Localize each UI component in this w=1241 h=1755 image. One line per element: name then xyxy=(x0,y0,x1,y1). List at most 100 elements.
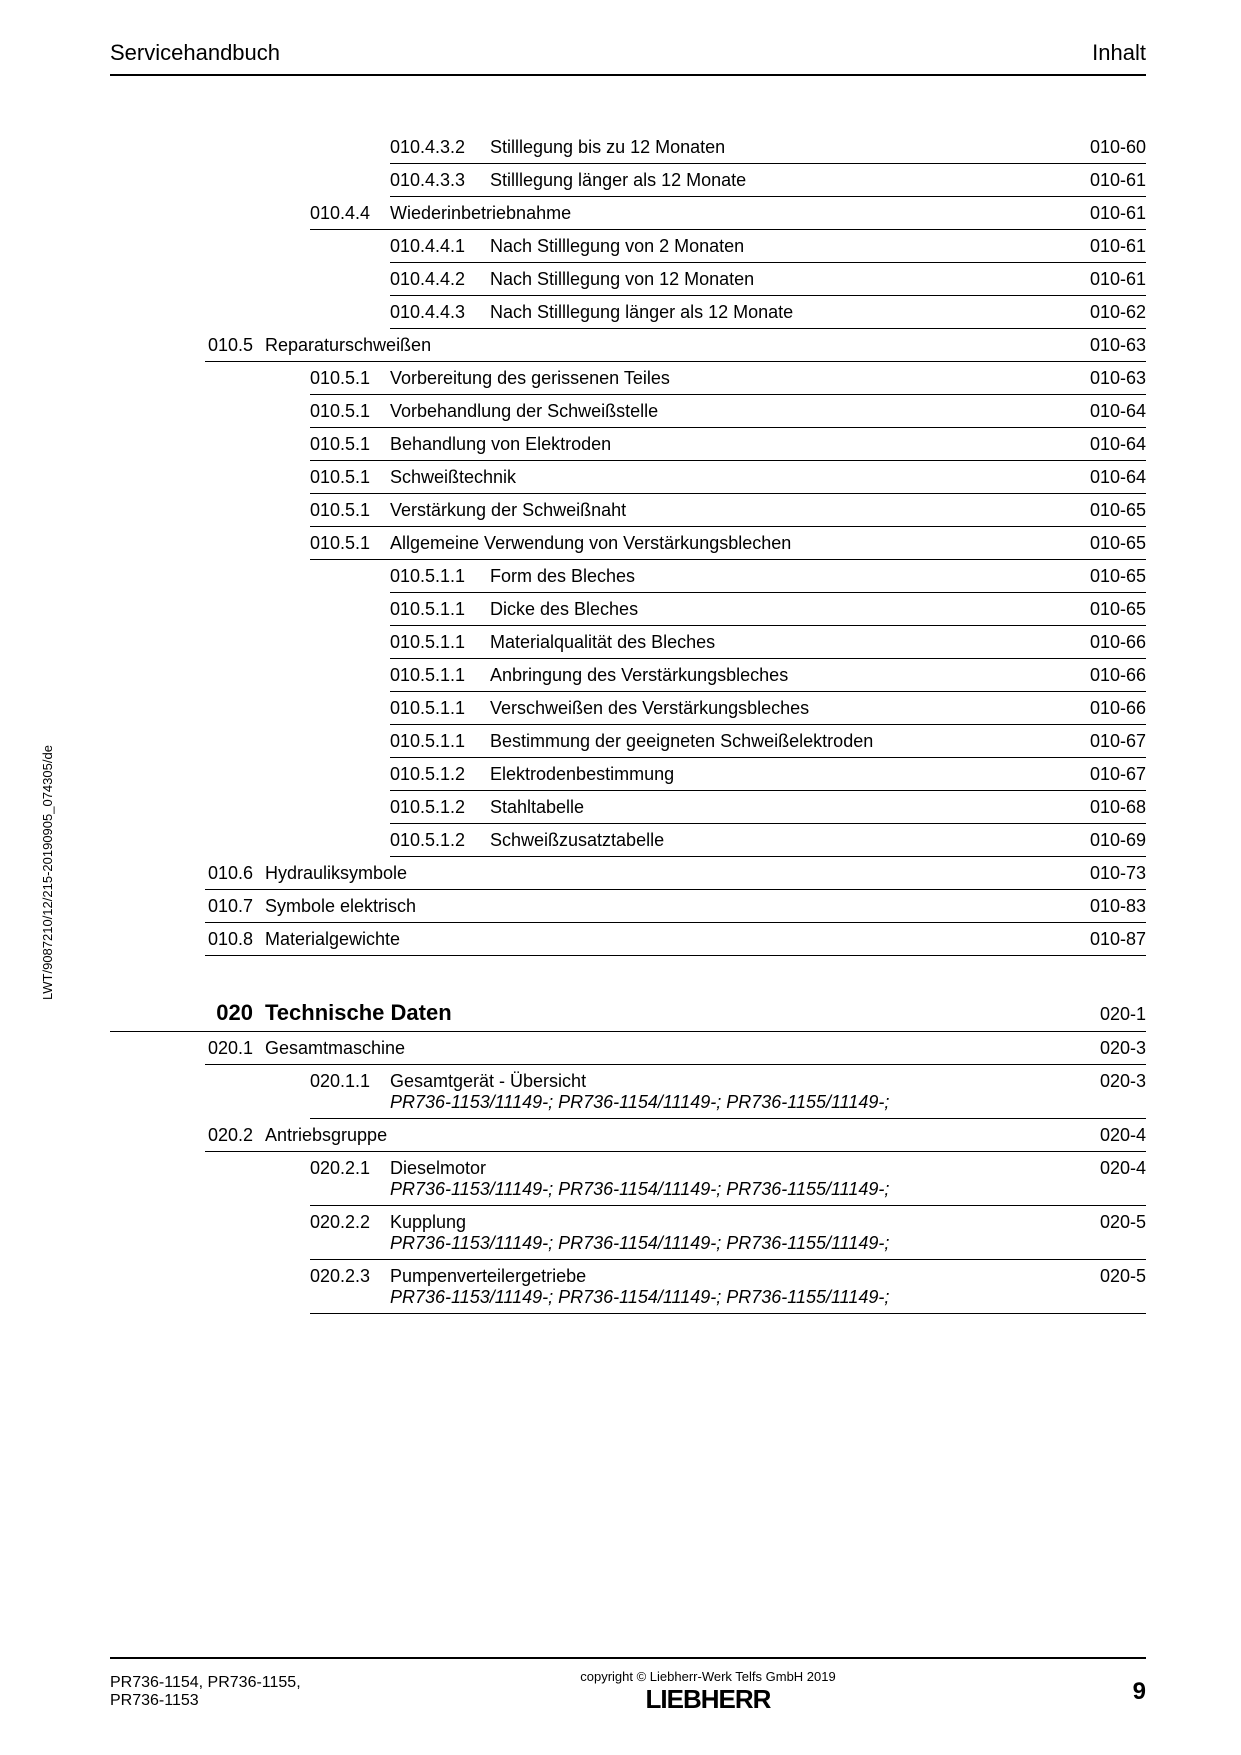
toc-title: Elektrodenbestimmung xyxy=(490,764,1068,785)
toc-row: 010.5.1Schweißtechnik010-64 xyxy=(310,461,1146,494)
toc-page: 010-65 xyxy=(1068,599,1146,620)
toc-code: 010.5.1.1 xyxy=(390,566,490,587)
toc-row: 010.5.1Allgemeine Verwendung von Verstär… xyxy=(310,527,1146,560)
toc-subtitle: PR736-1153/11149-; PR736-1154/11149-; PR… xyxy=(390,1179,1056,1200)
toc-page: 010-63 xyxy=(1068,368,1146,389)
page-header: Servicehandbuch Inhalt xyxy=(110,40,1146,76)
toc-row: 020.1.1Gesamtgerät - ÜbersichtPR736-1153… xyxy=(310,1065,1146,1119)
footer-models: PR736-1154, PR736-1155, PR736-1153 xyxy=(110,1674,330,1710)
toc-row: 020.2Antriebsgruppe020-4 xyxy=(205,1119,1146,1152)
toc-code: 010.4.3.3 xyxy=(390,170,490,191)
toc-code: 010.5.1 xyxy=(310,533,390,554)
toc-title: KupplungPR736-1153/11149-; PR736-1154/11… xyxy=(390,1212,1068,1254)
toc-title: Nach Stilllegung von 2 Monaten xyxy=(490,236,1068,257)
toc-row: 010.5.1.1Materialqualität des Bleches010… xyxy=(390,626,1146,659)
toc-page: 010-65 xyxy=(1068,566,1146,587)
toc-code: 010.5.1.2 xyxy=(390,797,490,818)
toc-page: 020-5 xyxy=(1068,1212,1146,1233)
toc-row: 020.2.2KupplungPR736-1153/11149-; PR736-… xyxy=(310,1206,1146,1260)
toc-title: Materialqualität des Bleches xyxy=(490,632,1068,653)
header-left: Servicehandbuch xyxy=(110,40,280,66)
toc-title: Vorbereitung des gerissenen Teiles xyxy=(390,368,1068,389)
toc-row: 010.4.3.2Stilllegung bis zu 12 Monaten01… xyxy=(390,131,1146,164)
toc-row: 020.1Gesamtmaschine020-3 xyxy=(205,1032,1146,1065)
toc-code: 010.4.4 xyxy=(310,203,390,224)
toc-code: 010.5.1.1 xyxy=(390,665,490,686)
toc-code: 010.5 xyxy=(205,335,265,356)
toc-subtitle: PR736-1153/11149-; PR736-1154/11149-; PR… xyxy=(390,1287,1056,1308)
toc-page: 010-65 xyxy=(1068,533,1146,554)
toc-row: 010.5.1.1Verschweißen des Verstärkungsbl… xyxy=(390,692,1146,725)
toc-row: 010.4.4.3Nach Stilllegung länger als 12 … xyxy=(390,296,1146,329)
toc-code: 010.5.1.1 xyxy=(390,599,490,620)
toc-code: 010.5.1.2 xyxy=(390,764,490,785)
toc-row: 010.5.1.1Form des Bleches010-65 xyxy=(390,560,1146,593)
toc-row: 010.8Materialgewichte010-87 xyxy=(205,923,1146,956)
toc-row: 010.5.1.1Dicke des Bleches010-65 xyxy=(390,593,1146,626)
toc-title: Materialgewichte xyxy=(265,929,1068,950)
toc-title: Verstärkung der Schweißnaht xyxy=(390,500,1068,521)
toc-code: 010.4.4.2 xyxy=(390,269,490,290)
toc-page: 010-61 xyxy=(1068,170,1146,191)
toc-row: 010.4.3.3Stilllegung länger als 12 Monat… xyxy=(390,164,1146,197)
footer-copyright: copyright © Liebherr-Werk Telfs GmbH 201… xyxy=(330,1669,1086,1684)
toc-row: 010.5.1.2Elektrodenbestimmung010-67 xyxy=(390,758,1146,791)
toc-code: 010.5.1 xyxy=(310,401,390,422)
toc-title: Allgemeine Verwendung von Verstärkungsbl… xyxy=(390,533,1068,554)
toc-title: Behandlung von Elektroden xyxy=(390,434,1068,455)
toc-page: 010-64 xyxy=(1068,434,1146,455)
toc-page: 010-60 xyxy=(1068,137,1146,158)
toc-page: 010-66 xyxy=(1068,698,1146,719)
toc-title: Nach Stilllegung länger als 12 Monate xyxy=(490,302,1068,323)
footer-page-number: 9 xyxy=(1086,1678,1146,1706)
footer-brand: LIEBHERR xyxy=(330,1684,1086,1715)
toc-code: 010.4.4.1 xyxy=(390,236,490,257)
toc-page: 020-4 xyxy=(1068,1158,1146,1179)
toc-code: 010.5.1.1 xyxy=(390,698,490,719)
toc-code: 020.2.2 xyxy=(310,1212,390,1233)
toc-page: 010-61 xyxy=(1068,269,1146,290)
toc-title: Gesamtmaschine xyxy=(265,1038,1068,1059)
toc-row: 010.6Hydrauliksymbole010-73 xyxy=(205,857,1146,890)
toc-title: Form des Bleches xyxy=(490,566,1068,587)
toc-code: 010.5.1.1 xyxy=(390,632,490,653)
toc-code: 010.7 xyxy=(205,896,265,917)
toc-row: 010.5.1.2Stahltabelle010-68 xyxy=(390,791,1146,824)
toc-row: 010.5.1.2Schweißzusatztabelle010-69 xyxy=(390,824,1146,857)
toc-title: Stahltabelle xyxy=(490,797,1068,818)
toc-page: 010-66 xyxy=(1068,632,1146,653)
toc-row: 010.5.1.1Bestimmung der geeigneten Schwe… xyxy=(390,725,1146,758)
toc-row: 010.5.1Behandlung von Elektroden010-64 xyxy=(310,428,1146,461)
toc-row: 010.5.1Verstärkung der Schweißnaht010-65 xyxy=(310,494,1146,527)
toc-page: 020-3 xyxy=(1068,1071,1146,1092)
toc-code: 020.1 xyxy=(205,1038,265,1059)
footer-center: copyright © Liebherr-Werk Telfs GmbH 201… xyxy=(330,1669,1086,1715)
toc-title: Schweißtechnik xyxy=(390,467,1068,488)
toc-page: 010-61 xyxy=(1068,236,1146,257)
toc-title: Schweißzusatztabelle xyxy=(490,830,1068,851)
toc-code: 010.5.1 xyxy=(310,434,390,455)
toc-code: 010.5.1.1 xyxy=(390,731,490,752)
toc-code: 020.2.1 xyxy=(310,1158,390,1179)
toc-title: Gesamtgerät - ÜbersichtPR736-1153/11149-… xyxy=(390,1071,1068,1113)
toc-code: 010.8 xyxy=(205,929,265,950)
toc-page: 010-87 xyxy=(1068,929,1146,950)
toc-title: Bestimmung der geeigneten Schweißelektro… xyxy=(490,731,1068,752)
toc-page: 010-61 xyxy=(1068,203,1146,224)
page-footer: PR736-1154, PR736-1155, PR736-1153 copyr… xyxy=(110,1657,1146,1715)
section-page: 020-1 xyxy=(1068,1004,1146,1025)
toc-page: 010-67 xyxy=(1068,764,1146,785)
section-title: Technische Daten xyxy=(265,1000,1068,1026)
toc-row: 010.4.4Wiederinbetriebnahme010-61 xyxy=(310,197,1146,230)
toc-title: Stilllegung länger als 12 Monate xyxy=(490,170,1068,191)
toc-code: 010.5.1 xyxy=(310,368,390,389)
toc-row: 010.5.1Vorbehandlung der Schweißstelle01… xyxy=(310,395,1146,428)
toc-row: 020.2.3PumpenverteilergetriebePR736-1153… xyxy=(310,1260,1146,1314)
toc-page: 020-4 xyxy=(1068,1125,1146,1146)
toc-title: Nach Stilllegung von 12 Monaten xyxy=(490,269,1068,290)
toc-page: 010-64 xyxy=(1068,467,1146,488)
toc-subtitle: PR736-1153/11149-; PR736-1154/11149-; PR… xyxy=(390,1233,1056,1254)
toc-page: 020-5 xyxy=(1068,1266,1146,1287)
toc-title: Antriebsgruppe xyxy=(265,1125,1068,1146)
toc-subtitle: PR736-1153/11149-; PR736-1154/11149-; PR… xyxy=(390,1092,1056,1113)
